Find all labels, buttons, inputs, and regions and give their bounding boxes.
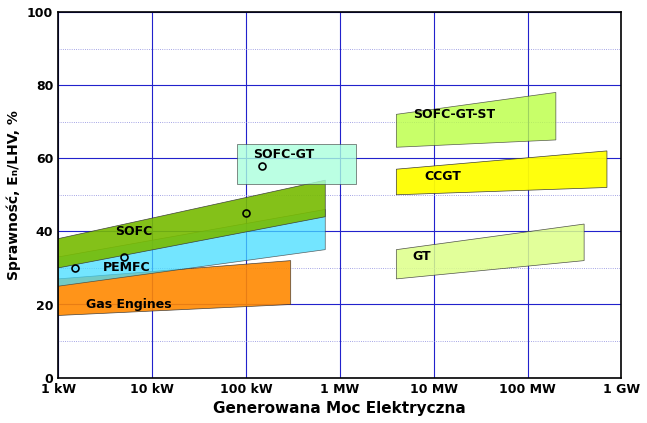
Text: CCGT: CCGT — [424, 170, 461, 183]
X-axis label: Generowana Moc Elektryczna: Generowana Moc Elektryczna — [214, 401, 466, 416]
Text: SOFC-GT-ST: SOFC-GT-ST — [413, 108, 495, 121]
Text: SOFC: SOFC — [115, 225, 152, 238]
Text: Gas Engines: Gas Engines — [87, 298, 172, 311]
Polygon shape — [397, 92, 556, 147]
Polygon shape — [58, 209, 325, 286]
Text: PEMFC: PEMFC — [103, 261, 151, 275]
Y-axis label: Sprawność, Eₙ/LHV, %: Sprawność, Eₙ/LHV, % — [7, 110, 21, 280]
Polygon shape — [397, 224, 584, 279]
Polygon shape — [58, 261, 291, 316]
Polygon shape — [397, 151, 607, 195]
Text: SOFC-GT: SOFC-GT — [254, 148, 314, 161]
Polygon shape — [237, 143, 356, 184]
Polygon shape — [58, 180, 325, 268]
Text: GT: GT — [413, 250, 432, 264]
